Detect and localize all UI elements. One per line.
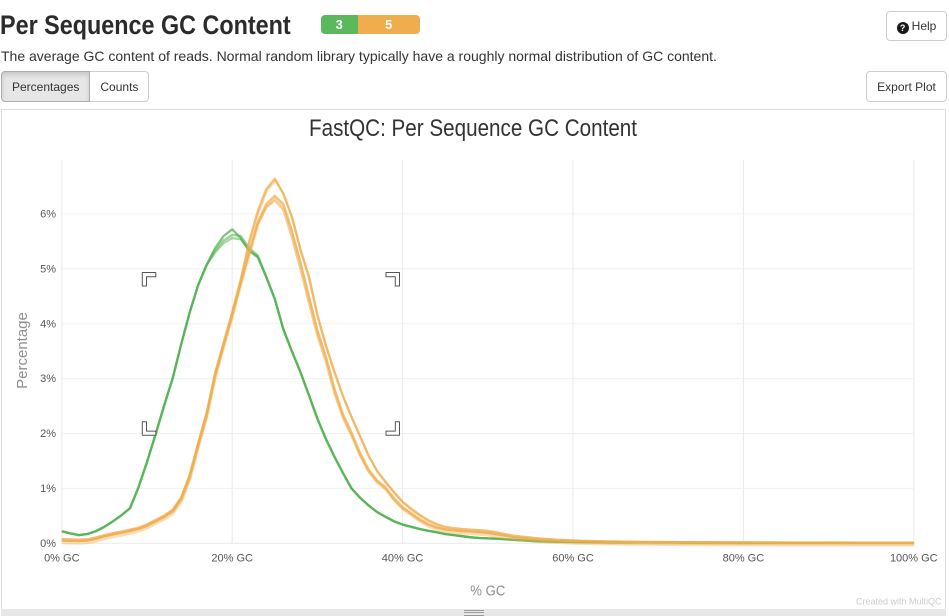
svg-text:80% GC: 80% GC (723, 553, 765, 565)
svg-text:20% GC: 20% GC (211, 553, 253, 565)
svg-text:0% GC: 0% GC (44, 553, 80, 565)
svg-text:2%: 2% (40, 428, 56, 440)
svg-text:FastQC: Per Sequence GC Conten: FastQC: Per Sequence GC Content (309, 115, 637, 142)
svg-text:% GC: % GC (470, 583, 505, 600)
svg-text:3%: 3% (40, 373, 56, 385)
svg-text:Percentage: Percentage (14, 312, 31, 389)
svg-text:1%: 1% (40, 483, 56, 495)
svg-text:6%: 6% (40, 209, 56, 221)
svg-text:5%: 5% (40, 263, 56, 275)
svg-text:60% GC: 60% GC (552, 553, 594, 565)
svg-text:100% GC: 100% GC (890, 553, 938, 565)
svg-text:0%: 0% (40, 538, 56, 550)
svg-text:40% GC: 40% GC (382, 553, 424, 565)
svg-text:Created with MultiQC: Created with MultiQC (856, 597, 942, 607)
svg-text:4%: 4% (40, 318, 56, 330)
